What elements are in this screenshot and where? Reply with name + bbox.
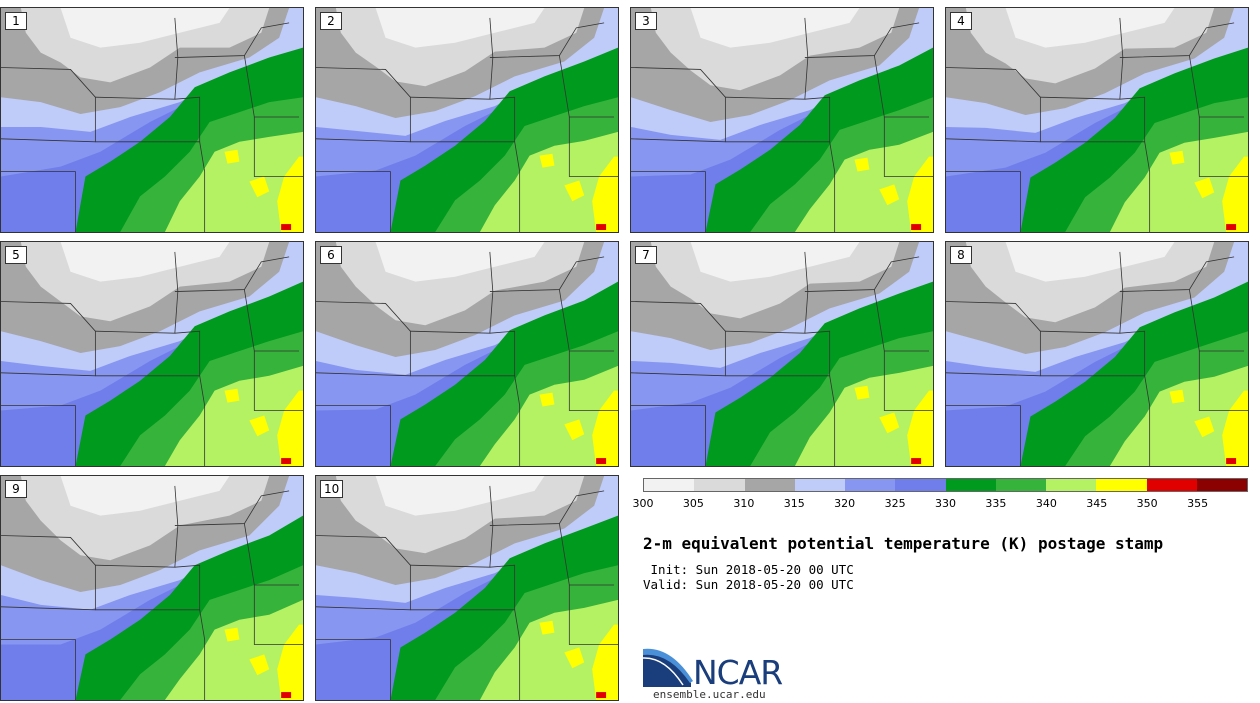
valid-time: Valid: Sun 2018-05-20 00 UTC [643,577,854,592]
scale-tick-label: 345 [1086,497,1108,510]
ensemble-member-panel-6: 6 [315,241,619,467]
color-swatch [1146,479,1197,491]
member-number-label: 6 [320,246,342,264]
color-swatch [694,479,745,491]
scale-tick-label: 355 [1187,497,1209,510]
ensemble-member-panel-3: 3 [630,7,934,233]
theta-e-field-map [946,8,1248,232]
member-number-label: 5 [5,246,27,264]
scale-tick-label: 300 [632,497,654,510]
ensemble-member-panel-7: 7 [630,241,934,467]
scale-tick-label: 340 [1035,497,1057,510]
ncar-logo: NCAR ensemble.ucar.edu [643,647,793,703]
ensemble-member-panel-2: 2 [315,7,619,233]
theta-e-field-map [1,242,303,466]
scale-tick-label: 315 [783,497,805,510]
scale-tick-label: 350 [1136,497,1158,510]
init-time: Init: Sun 2018-05-20 00 UTC [643,562,854,577]
ensemble-member-panel-5: 5 [0,241,304,467]
color-scale-legend: 300 305 310 315 320 325 330 335 340 345 … [633,478,1248,514]
product-title: 2-m equivalent potential temperature (K)… [643,534,1164,553]
color-swatch [1096,479,1147,491]
member-number-label: 7 [635,246,657,264]
ensemble-member-panel-10: 10 [315,475,619,701]
scale-tick-label: 330 [935,497,956,510]
ensemble-member-panel-1: 1 [0,7,304,233]
scale-tick-label: 325 [884,497,906,510]
color-swatch [845,479,896,491]
color-swatch [794,479,845,491]
member-number-label: 2 [320,12,342,30]
member-number-label: 1 [5,12,27,30]
theta-e-field-map [1,476,303,700]
color-swatch [644,479,695,491]
theta-e-field-map [1,8,303,232]
color-swatch [744,479,795,491]
color-swatch [895,479,946,491]
member-number-label: 9 [5,480,27,498]
theta-e-field-map [631,242,933,466]
theta-e-field-map [631,8,933,232]
theta-e-field-map [316,476,618,700]
ensemble-member-panel-8: 8 [945,241,1249,467]
member-number-label: 3 [635,12,657,30]
member-number-label: 8 [950,246,972,264]
theta-e-field-map [316,242,618,466]
scale-tick-label: 320 [834,497,856,510]
ncar-swoosh-icon [643,648,693,687]
scale-tick-label: 305 [682,497,704,510]
ncar-wordmark: NCAR [693,653,783,692]
color-swatch [1046,479,1097,491]
theta-e-field-map [946,242,1248,466]
theta-e-field-map [316,8,618,232]
scale-tick-label: 335 [985,497,1007,510]
site-url: ensemble.ucar.edu [653,688,766,701]
member-number-label: 4 [950,12,972,30]
color-scale-bar [643,478,1248,492]
color-swatch [995,479,1046,491]
color-swatch [1196,479,1247,491]
scale-tick-label: 310 [733,497,755,510]
member-number-label: 10 [320,480,344,498]
ensemble-member-panel-9: 9 [0,475,304,701]
color-swatch [945,479,996,491]
ensemble-member-panel-4: 4 [945,7,1249,233]
